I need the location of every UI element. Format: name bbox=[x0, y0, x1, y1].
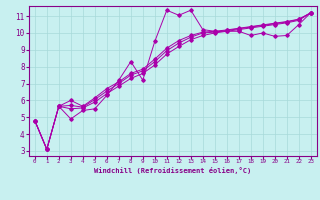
X-axis label: Windchill (Refroidissement éolien,°C): Windchill (Refroidissement éolien,°C) bbox=[94, 167, 252, 174]
